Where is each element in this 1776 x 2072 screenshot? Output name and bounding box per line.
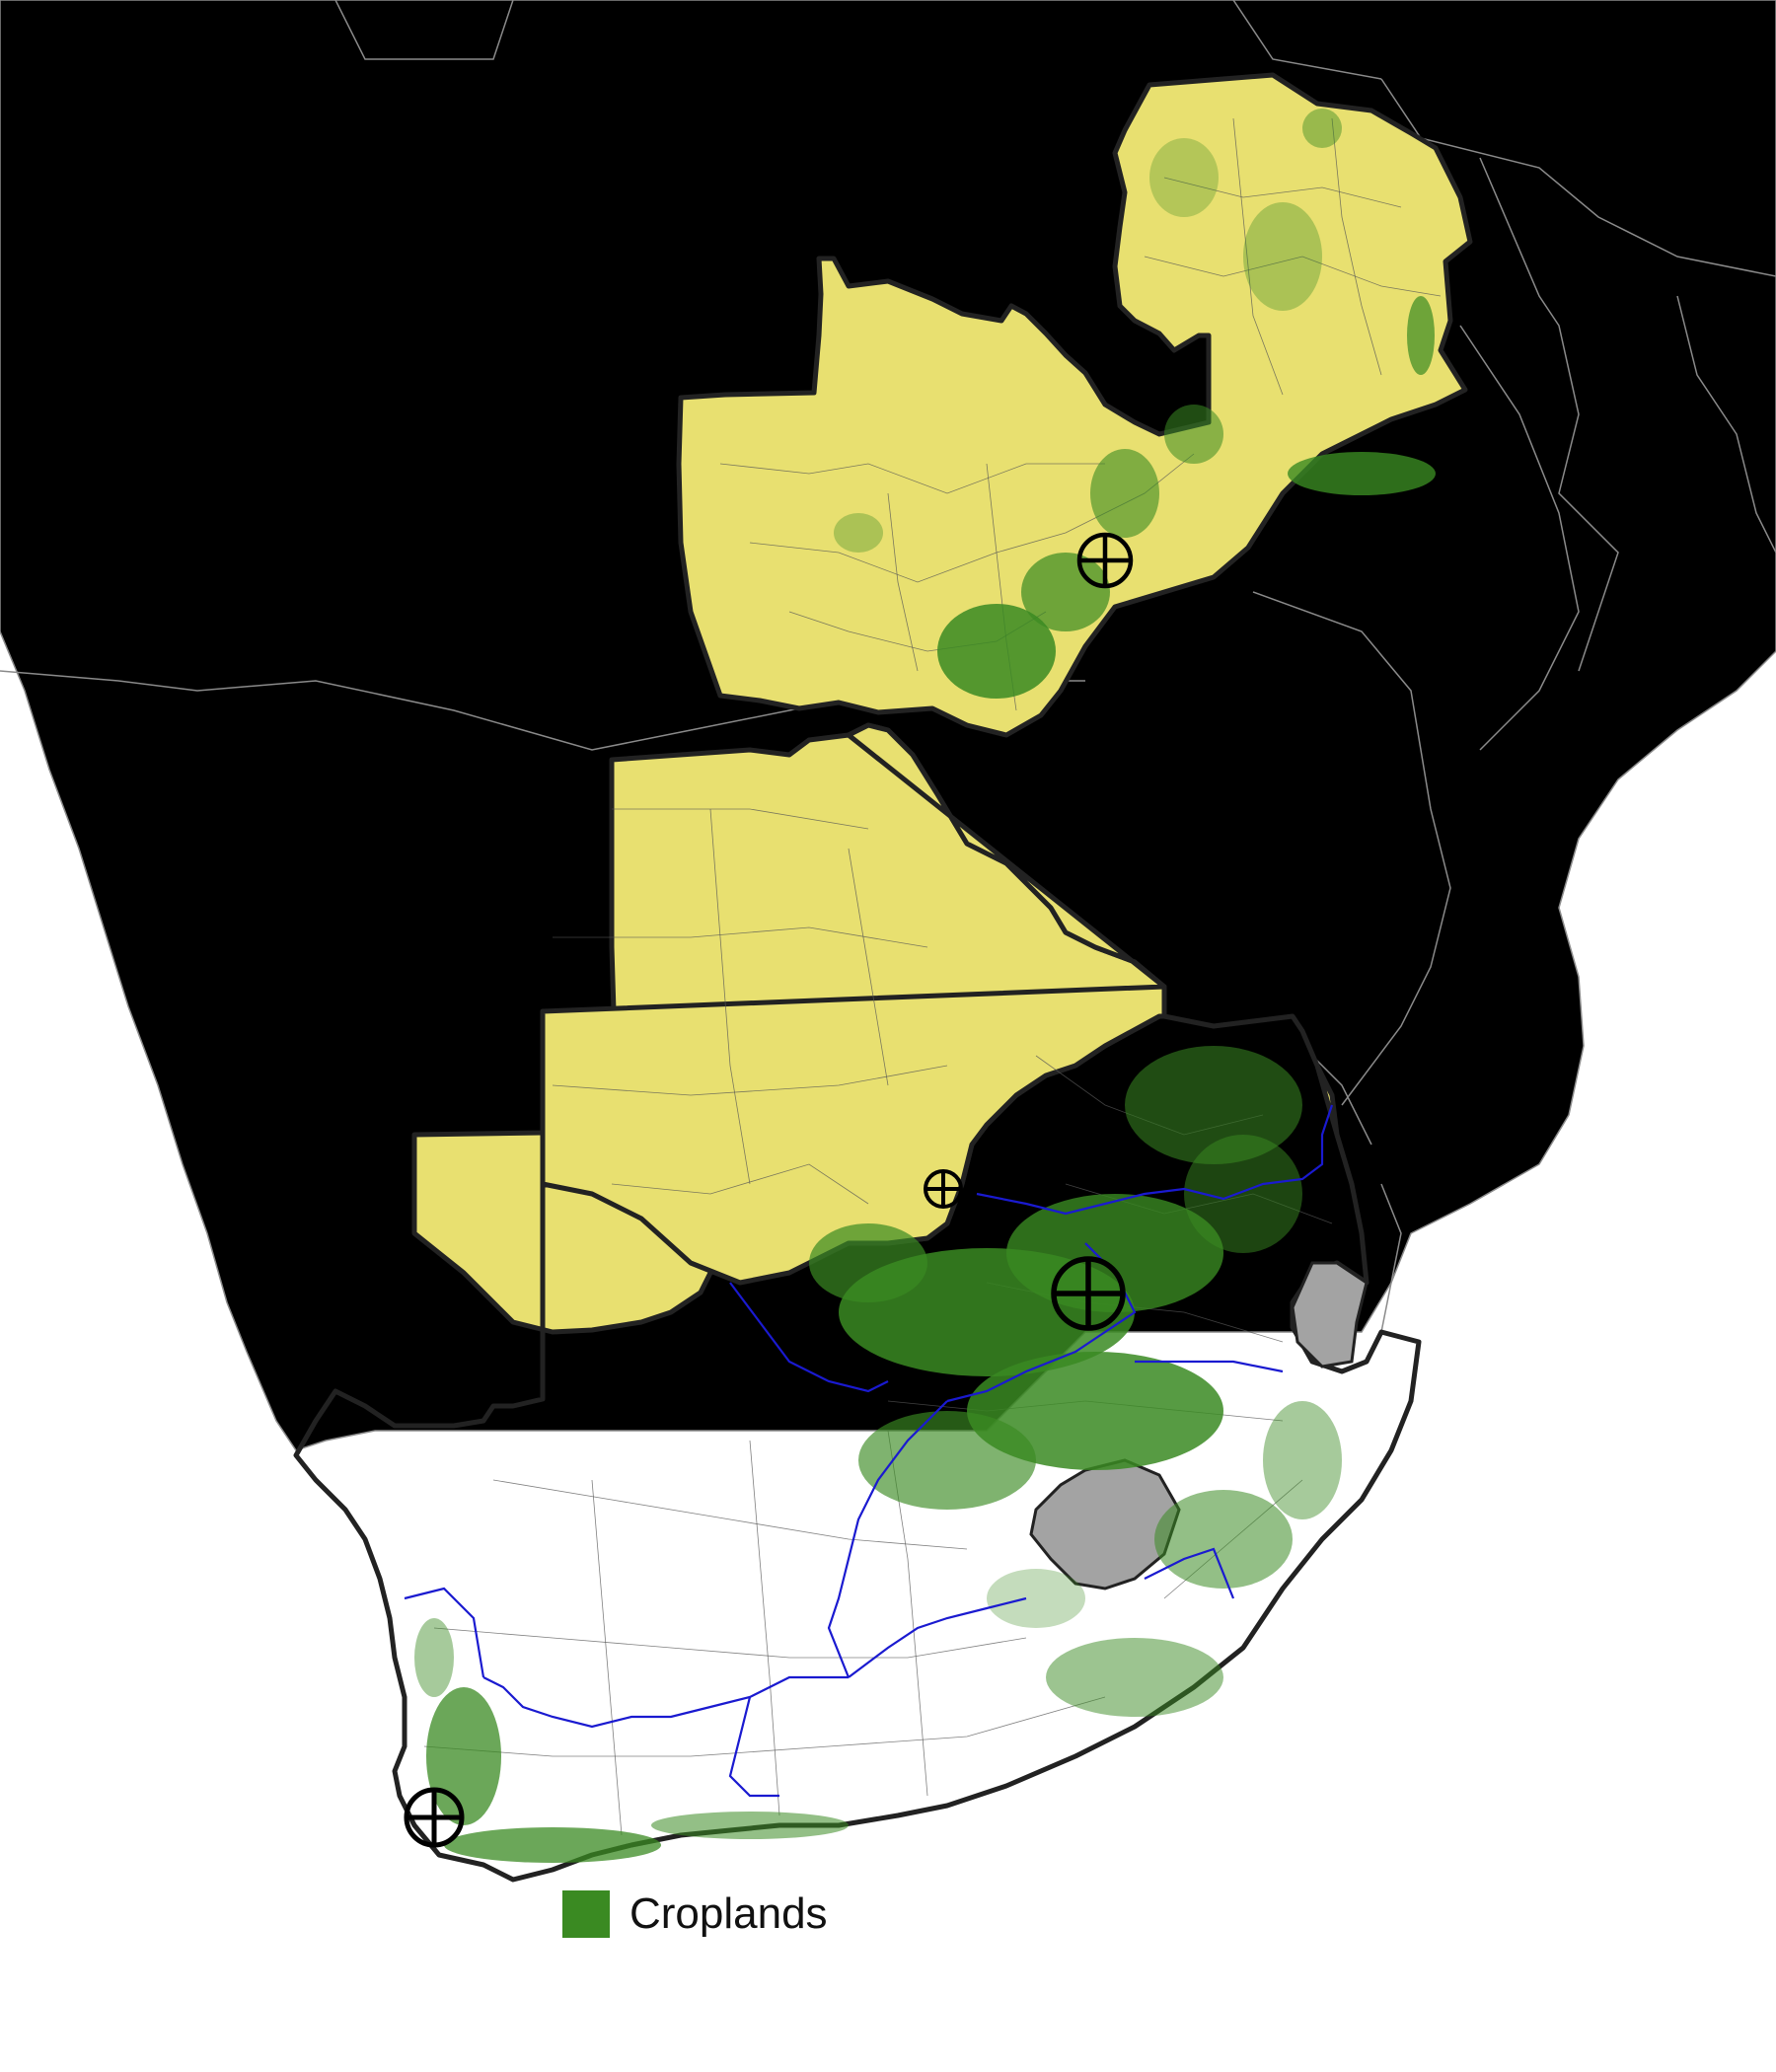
eswatini <box>1291 1261 1369 1369</box>
neighbor-borders <box>0 0 1776 1333</box>
legend: Croplands <box>562 1889 828 1939</box>
botswana-marker <box>924 1169 963 1209</box>
circle-crosshair-icon <box>1051 1256 1126 1331</box>
lesotho <box>1029 1458 1181 1591</box>
circle-crosshair-icon <box>404 1787 465 1848</box>
zambia-marker <box>1076 532 1134 589</box>
circle-crosshair-icon <box>1076 532 1134 589</box>
circle-crosshair-icon <box>924 1169 963 1209</box>
legend-swatch-croplands <box>562 1890 610 1938</box>
cape-town-marker <box>404 1787 465 1848</box>
legend-label-croplands: Croplands <box>629 1889 828 1938</box>
zambia-outline <box>676 72 1473 738</box>
cropland-areas <box>414 109 1436 1863</box>
south-africa-north-marker <box>1051 1256 1126 1331</box>
